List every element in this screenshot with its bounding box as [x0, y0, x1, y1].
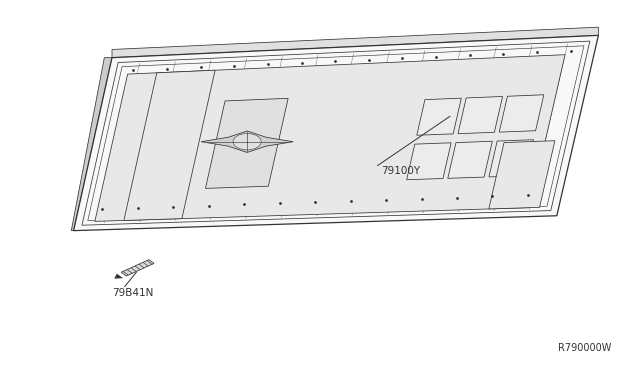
Polygon shape — [458, 96, 502, 134]
Circle shape — [233, 134, 261, 150]
Text: 79B41N: 79B41N — [112, 288, 154, 298]
Polygon shape — [124, 70, 215, 221]
Polygon shape — [406, 143, 451, 180]
Polygon shape — [499, 95, 544, 132]
Polygon shape — [115, 274, 122, 278]
Polygon shape — [74, 35, 598, 231]
Polygon shape — [121, 260, 154, 276]
Polygon shape — [489, 141, 555, 209]
Polygon shape — [71, 58, 112, 231]
Text: 79100Y: 79100Y — [381, 166, 420, 176]
Polygon shape — [448, 141, 492, 178]
Polygon shape — [95, 55, 565, 221]
Text: R790000W: R790000W — [558, 343, 611, 353]
Polygon shape — [112, 27, 598, 58]
Polygon shape — [205, 98, 288, 188]
Polygon shape — [201, 131, 293, 153]
Polygon shape — [417, 98, 461, 135]
Polygon shape — [489, 140, 534, 177]
